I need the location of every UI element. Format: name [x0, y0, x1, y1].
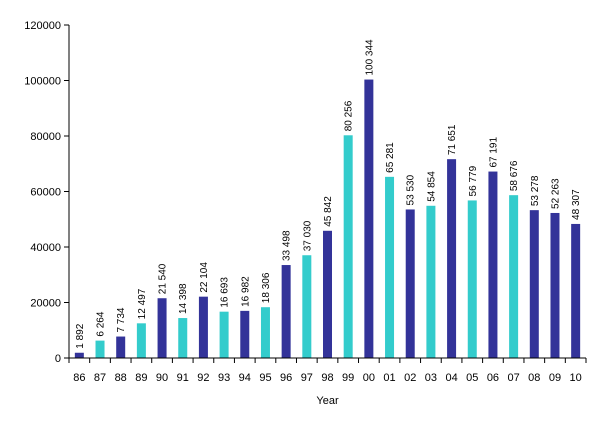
data-label: 33 498 — [282, 230, 293, 261]
bar — [219, 311, 229, 358]
data-label: 67 191 — [488, 137, 499, 168]
bar — [157, 298, 167, 358]
x-tick-label: 91 — [177, 372, 189, 384]
data-label: 48 307 — [571, 189, 582, 220]
x-tick-label: 01 — [383, 372, 395, 384]
bar — [302, 255, 312, 358]
bar — [343, 135, 353, 358]
x-tick-label: 03 — [425, 372, 437, 384]
x-tick-label: 88 — [115, 372, 127, 384]
x-tick-label: 92 — [197, 372, 209, 384]
x-tick-label: 05 — [466, 372, 478, 384]
x-tick-label: 10 — [570, 372, 582, 384]
bar — [405, 209, 415, 358]
data-label: 7 734 — [116, 307, 127, 332]
bar — [323, 230, 332, 358]
x-tick-label: 00 — [363, 372, 375, 384]
data-label: 12 497 — [137, 288, 148, 319]
bar — [240, 310, 250, 358]
data-label: 56 779 — [468, 165, 479, 196]
x-tick-label: 89 — [135, 372, 147, 384]
data-label: 18 306 — [261, 272, 272, 303]
bar — [529, 210, 539, 358]
data-label: 65 281 — [385, 142, 396, 173]
x-tick-label: 08 — [528, 372, 540, 384]
y-tick-label: 0 — [55, 353, 61, 365]
x-tick-label: 87 — [94, 372, 106, 384]
x-tick-label: 07 — [507, 372, 519, 384]
x-tick-label: 09 — [549, 372, 561, 384]
x-tick-label: 04 — [445, 372, 457, 384]
x-tick-label: 93 — [218, 372, 230, 384]
bar — [571, 223, 581, 358]
x-tick-label: 99 — [342, 372, 354, 384]
x-tick-label: 06 — [487, 372, 499, 384]
data-label: 54 854 — [426, 171, 437, 202]
y-tick-label: 20000 — [30, 298, 61, 310]
data-label: 53 278 — [530, 175, 541, 206]
x-axis: 86 87 88 89 90 91 92 93 94 95 96 97 98 99 00 01 02 03 04 05… — [68, 357, 587, 384]
x-tick-label: 98 — [321, 372, 333, 384]
x-tick-label: 86 — [73, 372, 85, 384]
y-tick-label: 120000 — [24, 20, 61, 32]
x-tick-label: 02 — [404, 372, 416, 384]
bar — [260, 307, 270, 358]
x-tick-label: 96 — [280, 372, 292, 384]
bar — [178, 318, 188, 358]
data-label: 71 651 — [447, 124, 458, 155]
bar — [467, 200, 477, 358]
bar — [74, 352, 84, 358]
bar — [198, 296, 208, 358]
bar — [488, 171, 498, 358]
data-label: 14 398 — [178, 283, 189, 314]
data-label: 16 982 — [240, 276, 251, 307]
data-label: 16 693 — [220, 277, 231, 308]
x-axis-title: Year — [316, 395, 339, 407]
bar — [385, 176, 395, 358]
data-label: 21 540 — [158, 263, 169, 294]
x-tick-label: 97 — [301, 372, 313, 384]
data-label: 1 892 — [75, 323, 86, 348]
y-tick-label: 100000 — [24, 76, 61, 88]
bars — [74, 79, 581, 358]
y-tick-label: 80000 — [30, 131, 61, 143]
bar — [550, 212, 560, 358]
data-label: 45 842 — [323, 196, 334, 227]
x-tick-label: 94 — [239, 372, 251, 384]
bar — [95, 340, 105, 358]
data-label: 37 030 — [302, 220, 313, 251]
data-label: 52 263 — [550, 178, 561, 209]
data-label: 80 256 — [344, 100, 355, 131]
bar — [364, 79, 374, 358]
bar — [116, 336, 126, 358]
data-labels: 1 892 6 264 7 734 12 497 21 540 14 398 22 104 1… — [75, 39, 582, 349]
bar — [281, 265, 291, 358]
bar — [426, 205, 436, 358]
data-label: 53 530 — [406, 174, 417, 205]
data-label: 100 344 — [364, 39, 375, 76]
x-tick-label: 90 — [156, 372, 168, 384]
bar — [447, 159, 457, 358]
bar — [509, 195, 519, 358]
x-tick-label: 95 — [259, 372, 271, 384]
data-label: 6 264 — [96, 311, 107, 336]
data-label: 58 676 — [509, 160, 520, 191]
y-axis: 0 20000 40000 60000 80000 100000 120000 — [24, 20, 70, 365]
y-tick-label: 40000 — [30, 242, 61, 254]
data-label: 22 104 — [199, 262, 210, 293]
y-tick-label: 60000 — [30, 187, 61, 199]
bar — [136, 323, 146, 358]
